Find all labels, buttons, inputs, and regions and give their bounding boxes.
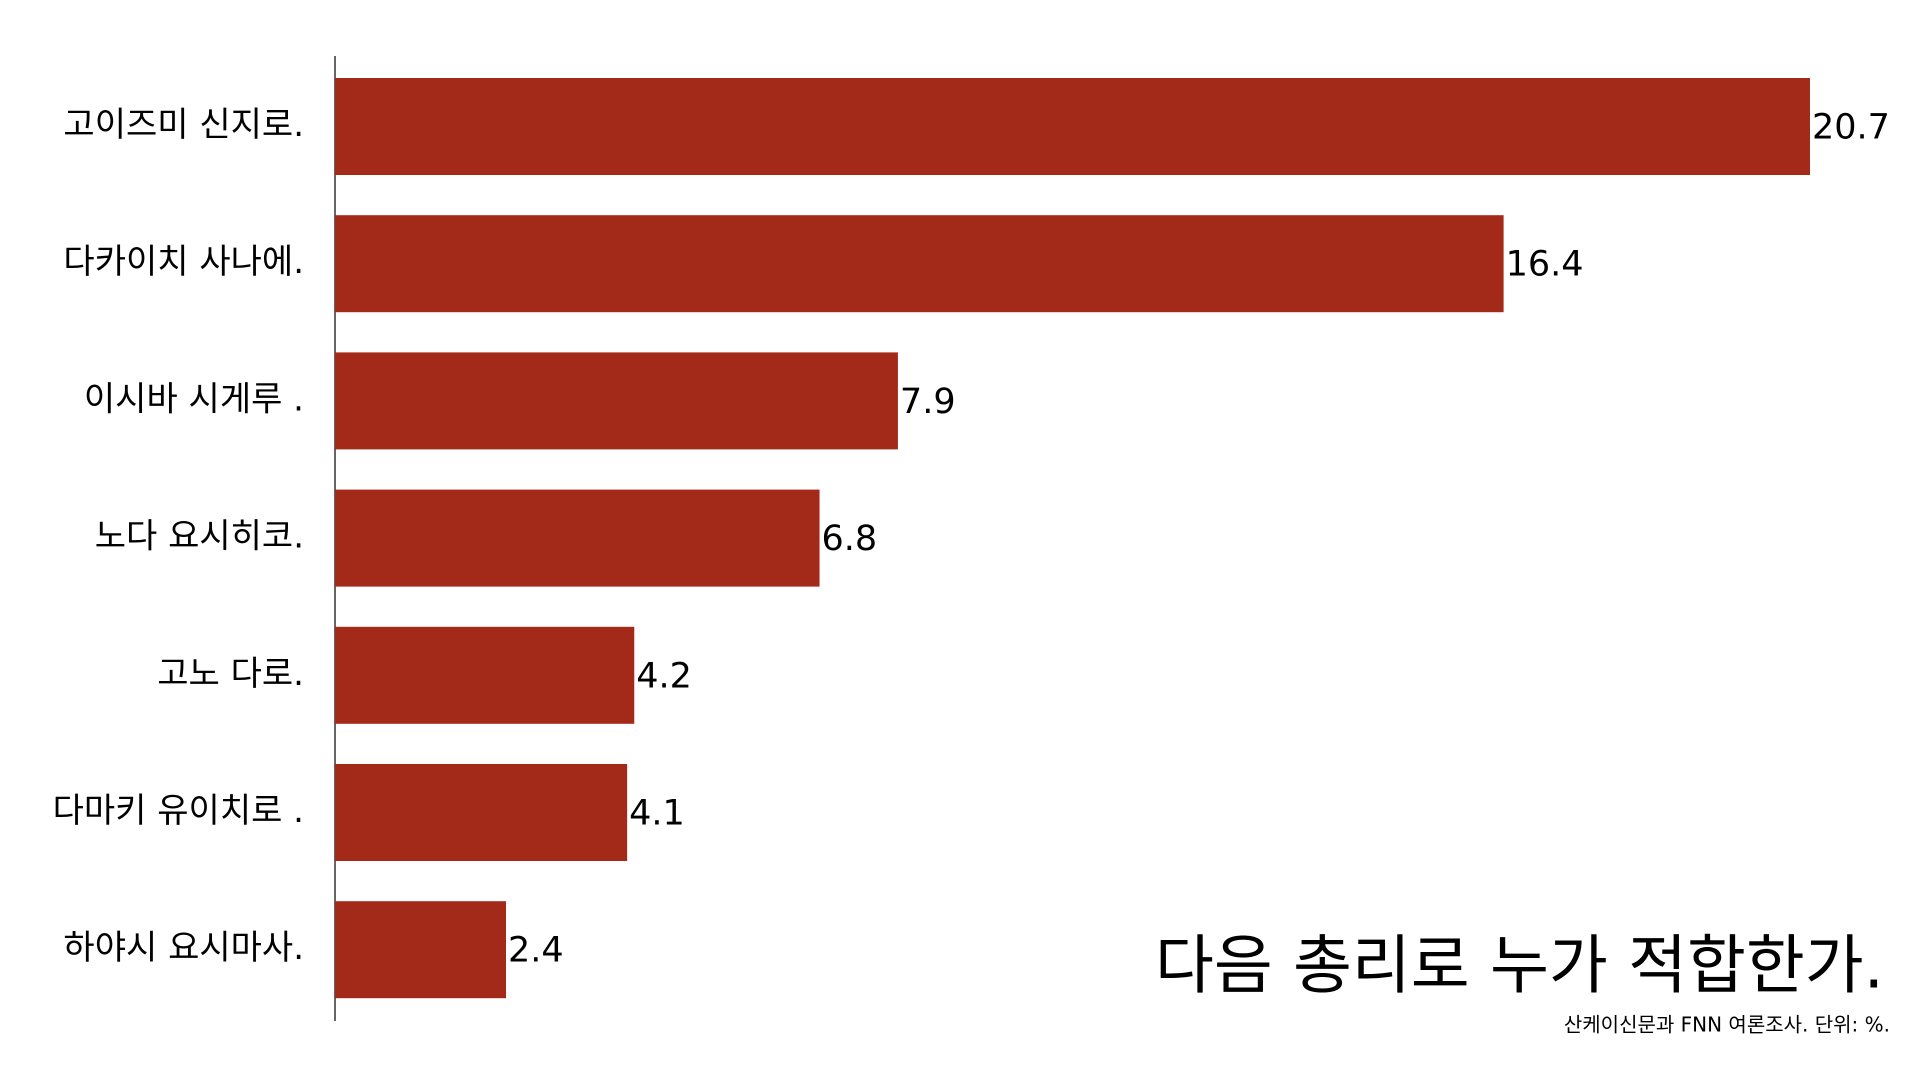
y-tick-label: 고이즈미 신지로. bbox=[63, 105, 304, 145]
bar bbox=[335, 901, 507, 999]
value-label: 2.4 bbox=[508, 931, 564, 971]
value-label: 4.1 bbox=[629, 794, 685, 834]
y-tick-label: 고노 다로. bbox=[157, 654, 304, 694]
value-label: 7.9 bbox=[900, 382, 956, 422]
value-label: 20.7 bbox=[1812, 108, 1890, 148]
y-tick-label: 노다 요시히코. bbox=[95, 517, 304, 557]
bar bbox=[335, 489, 820, 587]
chart-title: 다음 총리로 누가 적합한가. bbox=[1155, 930, 1884, 1004]
bar bbox=[335, 78, 1810, 175]
bar bbox=[335, 626, 635, 724]
bar bbox=[335, 764, 628, 861]
bar bbox=[335, 215, 1504, 313]
value-label: 16.4 bbox=[1506, 245, 1584, 285]
y-tick-label: 다마키 유이치로 . bbox=[53, 791, 304, 831]
y-tick-label: 하야시 요시마사. bbox=[63, 928, 304, 968]
y-tick-label: 이시바 시게루 . bbox=[84, 379, 304, 419]
y-tick-label: 다카이치 사나에. bbox=[63, 242, 304, 282]
value-label: 6.8 bbox=[822, 519, 878, 559]
value-label: 4.2 bbox=[636, 656, 692, 696]
bar bbox=[335, 352, 898, 450]
chart-subtitle: 산케이신문과 FNN 여론조사. 단위: %. bbox=[1564, 1013, 1890, 1037]
